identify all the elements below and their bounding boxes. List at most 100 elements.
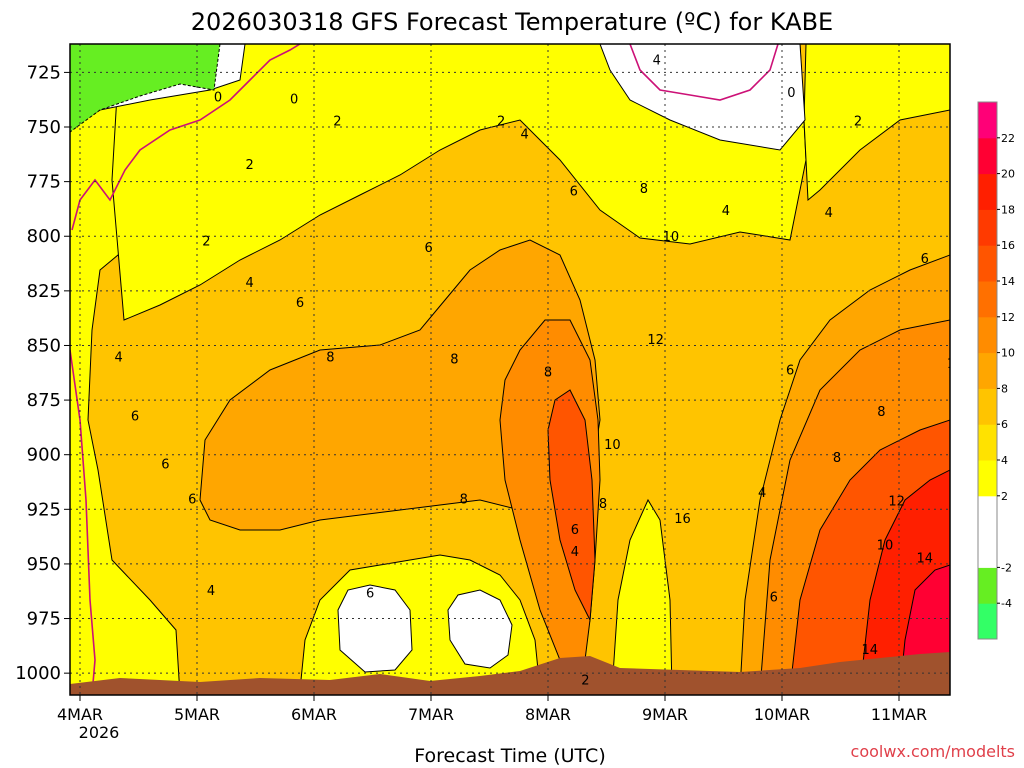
y-tick-label: 800	[27, 226, 61, 247]
colorbar-swatch	[978, 245, 997, 282]
contour-label: 4	[207, 584, 215, 599]
x-tick-label: 10MAR	[754, 705, 810, 724]
contour-label: 12	[949, 294, 966, 309]
colorbar-swatch	[978, 137, 997, 175]
y-axis: 725 750 775 800 825 850 875 900 925 950 975 1000	[15, 62, 70, 684]
contour-label: 6	[571, 523, 579, 538]
terrain-ground	[70, 652, 950, 695]
band-white-bubble-left	[337, 584, 413, 673]
contour-label: 10	[877, 538, 894, 553]
contour-label: 10	[663, 230, 680, 245]
contour-label: 2	[246, 158, 254, 173]
band-upper-right-yellow	[803, 44, 950, 202]
x-tick-label: 5MAR	[174, 705, 220, 724]
colorbar-tick-label: -4	[1001, 597, 1012, 610]
contour-label: 6	[570, 184, 578, 199]
contour-label: 4	[653, 53, 661, 68]
contour-label: 6	[425, 241, 433, 256]
band-red-mid	[547, 389, 596, 622]
contour-label: 6	[963, 143, 971, 158]
colorbar-frame	[977, 101, 998, 640]
colorbar-tick-label: 14	[1001, 275, 1015, 288]
contour-label: 6	[131, 409, 139, 424]
contour-label: 6	[921, 252, 929, 267]
colorbar-swatch	[978, 281, 997, 318]
colorbar-tick-label: -2	[1001, 561, 1012, 574]
y-tick-label: 750	[27, 117, 61, 138]
contour-label: 4	[571, 545, 579, 560]
contour-label: 4	[520, 128, 528, 143]
contour-label-layer: 4666420420682668824866428108410121644606…	[114, 53, 978, 689]
plot-frame	[69, 43, 951, 696]
contour-label: 6	[296, 296, 304, 311]
contour-label: 4	[953, 82, 961, 97]
contour-label: 2	[581, 674, 589, 689]
plot-field: 4666420420682668824866428108410121644606…	[70, 44, 978, 695]
chart-title: 2026030318 GFS Forecast Temperature (ºC)…	[191, 8, 833, 36]
y-tick-label: 725	[27, 62, 61, 83]
contour-label: 10	[947, 357, 964, 372]
contour-label: 0	[787, 86, 795, 101]
colorbar-swatch	[978, 460, 997, 497]
band-green-cold	[70, 44, 221, 133]
contour-label: 4	[246, 276, 254, 291]
x-axis: 4MAR 5MAR 6MAR 7MAR 8MAR 9MAR 10MAR 11MAR	[57, 695, 927, 724]
contour-zero-right	[629, 44, 779, 101]
contour-label: 6	[770, 591, 778, 606]
colorbar-swatch	[978, 424, 997, 461]
colorbar-swatch	[978, 495, 997, 533]
contour-label: 14	[916, 551, 933, 566]
contour-zero-bottom	[70, 349, 96, 695]
contour-label: 2	[854, 114, 862, 129]
x-tick-label: 11MAR	[871, 705, 927, 724]
x-tick-label: 7MAR	[408, 705, 454, 724]
contour-label: 8	[599, 497, 607, 512]
colorbar-tick-label: 22	[1001, 132, 1015, 145]
contour-label: 8	[833, 451, 841, 466]
contour-label: 8	[450, 353, 458, 368]
contour-label: 8	[544, 366, 552, 381]
x-tick-label: 6MAR	[291, 705, 337, 724]
y-tick-label: 900	[27, 445, 61, 466]
contour-label: 4	[758, 486, 766, 501]
colorbar-swatch	[978, 603, 997, 640]
contour-label: 8	[640, 182, 648, 197]
y-tick-label: 775	[27, 172, 61, 193]
contour-label: 6	[786, 364, 794, 379]
colorbar-tick-label: 2	[1001, 490, 1008, 503]
colorbar-tick-label: 10	[1001, 347, 1015, 360]
watermark: coolwx.com/modelts	[851, 742, 1015, 761]
band-white-bubble-right	[447, 589, 513, 669]
contour-label: 10	[604, 438, 621, 453]
contour-label: 2	[333, 114, 341, 129]
contour-label: 6	[188, 492, 196, 507]
contour-label: 2	[497, 114, 505, 129]
contour-label: 20	[961, 606, 978, 621]
contour-label: 6	[366, 586, 374, 601]
band-orange-mid	[199, 239, 601, 531]
contour-label: 0	[214, 90, 222, 105]
contour-label: 4	[722, 204, 730, 219]
colorbar-swatch	[978, 173, 997, 210]
y-tick-label: 975	[27, 609, 61, 630]
y-tick-label: 875	[27, 390, 61, 411]
colorbar-tick-label: 6	[1001, 418, 1008, 431]
colorbar-swatch	[978, 388, 997, 425]
x-year-label: 2026	[79, 723, 120, 742]
contour-label: 8	[326, 350, 334, 365]
colorbar: -4 -2 2 4 6 8 10 12 14 16 18 20 22	[977, 101, 1015, 640]
contour-label: 4	[114, 350, 122, 365]
contour-label: 12	[888, 495, 905, 510]
contour-label: 12	[647, 333, 664, 348]
colorbar-swatch	[978, 102, 997, 139]
colorbar-swatch	[978, 316, 997, 354]
y-tick-label: 1000	[15, 663, 61, 684]
y-tick-label: 850	[27, 335, 61, 356]
colorbar-swatch	[978, 352, 997, 389]
y-tick-label: 825	[27, 281, 61, 302]
y-tick-label: 950	[27, 554, 61, 575]
contour-label: 14	[861, 643, 878, 658]
contour-label: 16	[674, 512, 691, 527]
colorbar-tick-label: 8	[1001, 382, 1008, 395]
